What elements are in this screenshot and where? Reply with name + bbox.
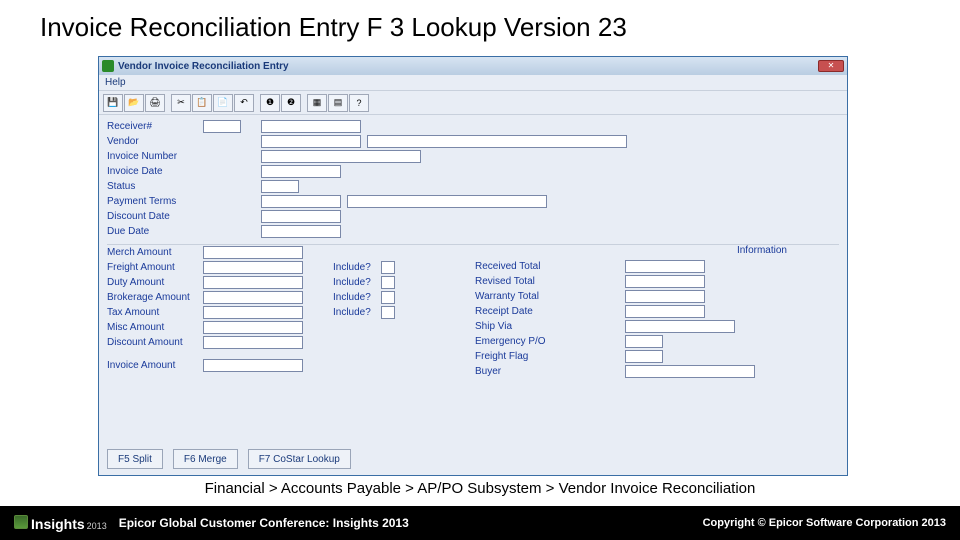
info-header: Information [475, 245, 827, 259]
menubar: Help [99, 75, 847, 91]
label-freight: Freight Amount [107, 262, 203, 273]
due-date-field[interactable] [261, 225, 341, 238]
ship-via-field [625, 320, 735, 333]
logo-year: 2013 [87, 521, 107, 531]
footer-copyright: Copyright © Epicor Software Corporation … [703, 517, 946, 529]
include-duty-check[interactable] [381, 276, 395, 289]
f5-split-button[interactable]: F5 Split [107, 449, 163, 469]
received-total-field [625, 260, 705, 273]
label-ship-via: Ship Via [475, 321, 565, 332]
logo-mark-icon [14, 515, 28, 529]
label-warranty-total: Warranty Total [475, 291, 565, 302]
vendor-field[interactable] [261, 135, 361, 148]
receiver-field-2[interactable] [261, 120, 361, 133]
form-body: Receiver# Vendor Invoice Number Invoice … [99, 115, 847, 383]
window-title: Vendor Invoice Reconciliation Entry [118, 61, 818, 72]
label-status: Status [107, 181, 203, 192]
f7-costar-button[interactable]: F7 CoStar Lookup [248, 449, 351, 469]
label-misc: Misc Amount [107, 322, 203, 333]
open-icon[interactable]: 📂 [124, 94, 144, 112]
label-include-4: Include? [333, 307, 381, 318]
help-a-icon[interactable]: ❶ [260, 94, 280, 112]
payment-terms-field[interactable] [261, 195, 341, 208]
invoice-amount-field[interactable] [203, 359, 303, 372]
slide-title: Invoice Reconciliation Entry F 3 Lookup … [0, 0, 960, 49]
label-brokerage: Brokerage Amount [107, 292, 203, 303]
footer-logo: Insights 2013 [14, 515, 107, 532]
label-include-1: Include? [333, 262, 381, 273]
misc-amount-field[interactable] [203, 321, 303, 334]
status-field[interactable] [261, 180, 299, 193]
undo-icon[interactable]: ↶ [234, 94, 254, 112]
close-button[interactable]: ✕ [818, 60, 844, 72]
paste-icon[interactable]: 📄 [213, 94, 233, 112]
label-discount: Discount Amount [107, 337, 203, 348]
logo-text: Insights [31, 516, 85, 532]
breadcrumb: Financial > Accounts Payable > AP/PO Sub… [0, 480, 960, 497]
menu-help[interactable]: Help [105, 77, 126, 88]
save-icon[interactable]: 💾 [103, 94, 123, 112]
label-merch: Merch Amount [107, 247, 203, 258]
revised-total-field [625, 275, 705, 288]
vendor-name-field[interactable] [367, 135, 627, 148]
print-icon[interactable]: 🖨 [145, 94, 165, 112]
label-vendor: Vendor [107, 136, 203, 147]
toolbar: 💾 📂 🖨 ✂ 📋 📄 ↶ ❶ ❷ ▦ ▤ ? [99, 91, 847, 115]
label-duty: Duty Amount [107, 277, 203, 288]
freight-flag-field [625, 350, 663, 363]
payment-terms-desc-field[interactable] [347, 195, 547, 208]
include-tax-check[interactable] [381, 306, 395, 319]
buyer-field [625, 365, 755, 378]
label-revised-total: Revised Total [475, 276, 565, 287]
app-icon [102, 60, 114, 72]
copy-icon[interactable]: 📋 [192, 94, 212, 112]
include-brokerage-check[interactable] [381, 291, 395, 304]
label-include-3: Include? [333, 292, 381, 303]
discount-amount-field[interactable] [203, 336, 303, 349]
emergency-po-field [625, 335, 663, 348]
button-row: F5 Split F6 Merge F7 CoStar Lookup [107, 449, 351, 469]
warranty-total-field [625, 290, 705, 303]
about-icon[interactable]: ? [349, 94, 369, 112]
tax-amount-field[interactable] [203, 306, 303, 319]
footer: Insights 2013 Epicor Global Customer Con… [0, 506, 960, 540]
label-receiver: Receiver# [107, 121, 203, 132]
form-icon[interactable]: ▤ [328, 94, 348, 112]
label-due-date: Due Date [107, 226, 203, 237]
label-discount-date: Discount Date [107, 211, 203, 222]
merch-amount-field[interactable] [203, 246, 303, 259]
footer-conference: Epicor Global Customer Conference: Insig… [119, 516, 703, 530]
titlebar: Vendor Invoice Reconciliation Entry ✕ [99, 57, 847, 75]
label-received-total: Received Total [475, 261, 565, 272]
label-invoice-date: Invoice Date [107, 166, 203, 177]
brokerage-amount-field[interactable] [203, 291, 303, 304]
label-tax: Tax Amount [107, 307, 203, 318]
invoice-number-field[interactable] [261, 150, 421, 163]
invoice-date-field[interactable] [261, 165, 341, 178]
label-include-2: Include? [333, 277, 381, 288]
app-window: Vendor Invoice Reconciliation Entry ✕ He… [98, 56, 848, 476]
label-receipt-date: Receipt Date [475, 306, 565, 317]
label-invoice-amount: Invoice Amount [107, 360, 203, 371]
label-buyer: Buyer [475, 366, 565, 377]
receipt-date-field [625, 305, 705, 318]
f6-merge-button[interactable]: F6 Merge [173, 449, 238, 469]
discount-date-field[interactable] [261, 210, 341, 223]
label-emergency-po: Emergency P/O [475, 336, 565, 347]
receiver-field-1[interactable] [203, 120, 241, 133]
freight-amount-field[interactable] [203, 261, 303, 274]
help-b-icon[interactable]: ❷ [281, 94, 301, 112]
label-freight-flag: Freight Flag [475, 351, 565, 362]
include-freight-check[interactable] [381, 261, 395, 274]
label-payment-terms: Payment Terms [107, 196, 203, 207]
grid-icon[interactable]: ▦ [307, 94, 327, 112]
duty-amount-field[interactable] [203, 276, 303, 289]
label-invoice-number: Invoice Number [107, 151, 203, 162]
cut-icon[interactable]: ✂ [171, 94, 191, 112]
